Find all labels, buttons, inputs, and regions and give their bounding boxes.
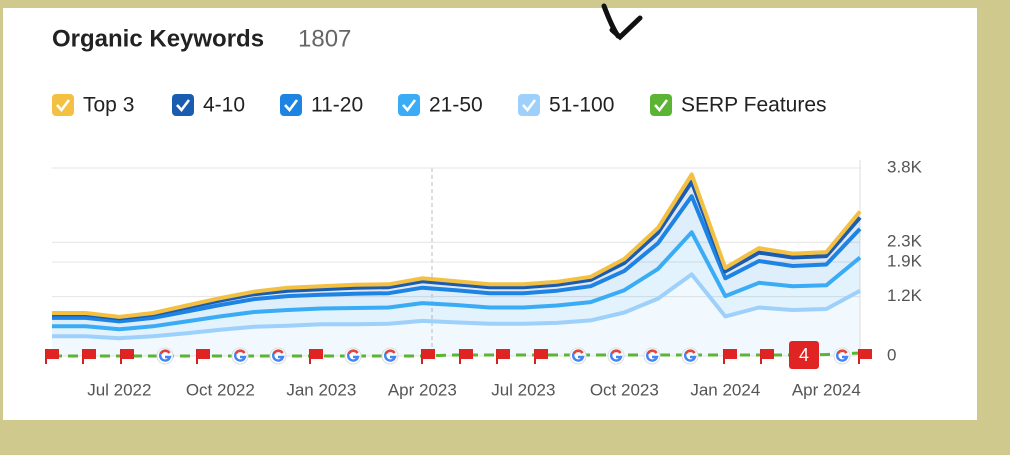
event-flag (460, 349, 473, 359)
google-g-red (384, 349, 396, 355)
series-line (52, 172, 862, 319)
legend-item[interactable]: 4-10 (172, 94, 245, 117)
x-tick-label: Jul 2022 (87, 380, 151, 399)
event-flag (310, 349, 323, 359)
legend-checkbox[interactable] (280, 94, 302, 116)
legend-item[interactable]: 11-20 (280, 94, 363, 117)
legend-label[interactable]: 21-50 (429, 94, 483, 117)
event-flag (83, 349, 96, 359)
x-tick-label: Jul 2023 (491, 380, 555, 399)
google-g-red (610, 349, 622, 355)
chart-title: Organic Keywords (52, 25, 264, 52)
x-tick-label: Apr 2023 (388, 380, 457, 399)
series-line (52, 194, 862, 324)
scribble-arrow (601, 3, 643, 41)
google-g-red (572, 349, 584, 355)
legend-label[interactable]: 4-10 (203, 94, 245, 117)
event-badge: 4 (799, 345, 809, 365)
legend-check (284, 99, 299, 113)
legend-label[interactable]: SERP Features (681, 94, 827, 117)
legend-checkbox[interactable] (650, 94, 672, 116)
card (3, 8, 977, 420)
x-tick-label: Apr 2024 (792, 380, 861, 399)
series-line (52, 230, 862, 332)
legend-label[interactable]: Top 3 (83, 94, 134, 117)
x-tick-label: Oct 2023 (590, 380, 659, 399)
x-tick-label: Jan 2024 (690, 380, 760, 399)
series-line (52, 272, 861, 341)
event-badge-box (789, 341, 819, 369)
google-g-red (159, 349, 171, 355)
y-tick-label: 3.8K (887, 157, 923, 176)
area-band (52, 196, 860, 330)
google-g-red (836, 349, 848, 355)
event-flag (197, 349, 210, 359)
legend-check (176, 99, 191, 113)
event-flag (535, 349, 548, 359)
legend-check (654, 99, 669, 113)
legend-check (56, 99, 71, 113)
y-tick-label: 0 (887, 345, 896, 364)
google-g-red (684, 349, 696, 355)
google-g-red (646, 349, 658, 355)
google-g-red (234, 349, 246, 355)
google-g-red (272, 349, 284, 355)
legend-checkbox[interactable] (398, 94, 420, 116)
event-flag (724, 349, 737, 359)
event-flag (761, 349, 774, 359)
legend-check (522, 99, 537, 113)
y-tick-label: 1.9K (887, 251, 923, 270)
keyword-count: 1807 (298, 25, 351, 52)
area-band (52, 274, 860, 356)
legend-label[interactable]: 11-20 (311, 94, 363, 117)
event-flag (422, 349, 435, 359)
legend-checkbox[interactable] (172, 94, 194, 116)
y-tick-label: 1.2K (887, 286, 923, 305)
x-tick-label: Jan 2023 (286, 380, 356, 399)
legend-check (402, 99, 417, 113)
legend-checkbox[interactable] (52, 94, 74, 116)
area-band (52, 232, 860, 339)
x-tick-label: Oct 2022 (186, 380, 255, 399)
y-tick-label: 2.3K (887, 232, 923, 251)
legend-label[interactable]: 51-100 (549, 94, 614, 117)
event-flag (497, 349, 510, 359)
legend-checkbox[interactable] (518, 94, 540, 116)
legend-item[interactable]: 21-50 (398, 94, 483, 117)
legend-item[interactable]: SERP Features (650, 94, 827, 117)
legend-item[interactable]: Top 3 (52, 94, 134, 117)
legend-item[interactable]: 51-100 (518, 94, 614, 117)
google-g-red (347, 349, 359, 355)
event-flag (859, 349, 872, 359)
event-flag (121, 349, 134, 359)
event-flag (46, 349, 59, 359)
